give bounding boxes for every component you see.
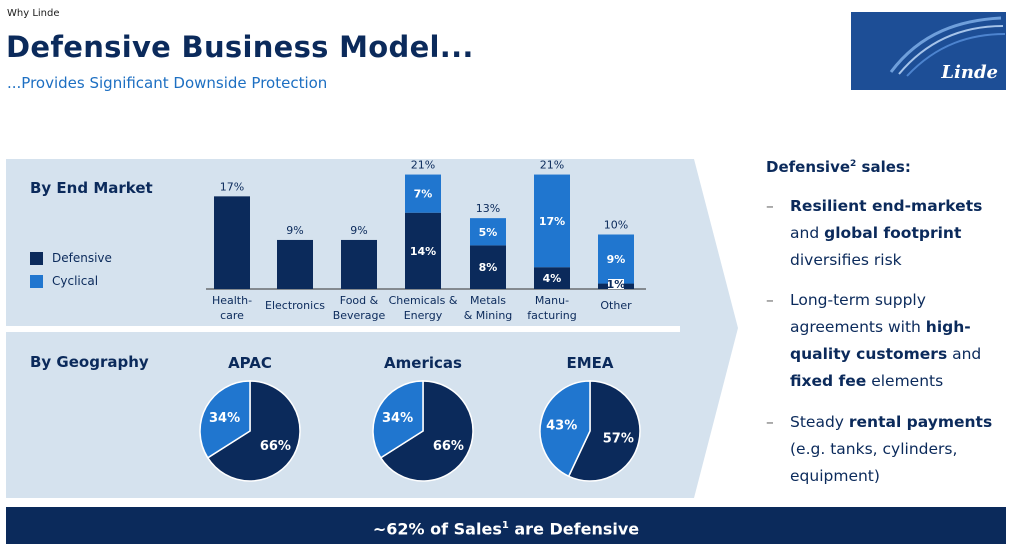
- geography-pie-charts: APAC 66% 34% Americas 66% 34% EMEA 57% 43%: [199, 354, 641, 482]
- category-tick-label: Food & Beverage: [333, 294, 386, 322]
- bullet-text: Resilient end-markets and global footpri…: [790, 193, 1000, 274]
- pie-slice-cyclical: [539, 380, 591, 478]
- bullet-dash: –: [766, 197, 774, 215]
- pie-title: EMEA: [566, 354, 613, 372]
- category-tick-label: Electronics: [265, 299, 325, 312]
- category-tick-label: Chemicals & Energy: [389, 294, 458, 322]
- bar-cyclical: [470, 218, 506, 246]
- pie-slice-label: 66%: [433, 439, 464, 454]
- bullet-plain-text: elements: [866, 372, 944, 390]
- bullet-bold-text: high-quality customers: [790, 318, 971, 363]
- bar-defensive: [534, 267, 570, 289]
- data-label-cyclical: 9%: [607, 253, 626, 266]
- category-tick-label: Other: [600, 299, 632, 312]
- total-label: 10%: [604, 219, 628, 232]
- category-tick-label: Metals & Mining: [464, 294, 513, 322]
- defensive-sales-title: Defensive2 sales:: [766, 158, 911, 176]
- total-label: 9%: [286, 224, 303, 237]
- defensive-sales-title-tail: sales:: [856, 158, 911, 176]
- pie-slice-label: 66%: [260, 439, 291, 454]
- bullet-bold-text: Resilient end-markets: [790, 197, 983, 215]
- bar-defensive: [214, 196, 250, 289]
- linde-logo: Linde: [851, 12, 1006, 90]
- bullet-dash: –: [766, 413, 774, 431]
- bullet-bold-text: global footprint: [824, 224, 962, 242]
- page-subtitle: ...Provides Significant Downside Protect…: [7, 74, 328, 92]
- bar-cyclical: [598, 234, 634, 284]
- end-market-bar-chart: 17% Health-care 9% Electronics 9% Food & Bever…: [206, 159, 646, 322]
- pie-slice-label: 34%: [209, 411, 240, 426]
- footnote-1: 1: [501, 520, 509, 531]
- legend-cyclical-swatch: [30, 274, 43, 288]
- bullet-text: Long-term supply agreements with high-qu…: [790, 287, 1000, 395]
- footnote-2: 2: [850, 159, 857, 169]
- total-label: 9%: [350, 224, 367, 237]
- pie-slice-label: 57%: [603, 431, 634, 446]
- logo-swoosh-icon: [889, 16, 1006, 77]
- legend-cyclical-label: Cyclical: [52, 274, 99, 288]
- bullet-plain-text: (e.g. tanks, cylinders, equipment): [790, 440, 958, 485]
- category-tick-label: Manu-facturing: [527, 294, 576, 322]
- bullet-plain-text: and: [947, 345, 982, 363]
- defensive-sales-title-text: Defensive: [766, 158, 851, 176]
- pie-slice-defensive: [206, 380, 301, 482]
- bar-defensive: [405, 212, 441, 289]
- bullet-plain-text: Steady: [790, 413, 849, 431]
- pie-slice-cyclical: [199, 380, 251, 459]
- data-label-defensive: 14%: [410, 245, 436, 258]
- data-label-cyclical: 7%: [414, 188, 433, 201]
- bar-defensive: [277, 239, 313, 289]
- legend-cyclical: Cyclical: [30, 274, 98, 288]
- data-label-background: [608, 279, 624, 289]
- logo-wordmark: Linde: [941, 62, 998, 83]
- legend-defensive-label: Defensive: [52, 251, 112, 265]
- bullet-bold-text: rental payments: [848, 413, 993, 431]
- total-label: 21%: [540, 159, 564, 172]
- geography-title: By Geography: [30, 353, 149, 371]
- pie-slice-label: 43%: [546, 419, 577, 434]
- data-label-defensive: 1%: [607, 278, 626, 291]
- pie-title: APAC: [228, 354, 272, 372]
- category-tick-label: Health-care: [212, 294, 252, 322]
- bar-cyclical: [534, 174, 570, 268]
- bar-cyclical: [405, 174, 441, 213]
- defensive-sales-banner: ~62% of Sales1 are Defensive: [6, 507, 1006, 544]
- bullet-plain-text: Long-term supply agreements with: [790, 291, 926, 336]
- legend-defensive: Defensive: [30, 251, 112, 265]
- pie-slice-defensive: [379, 380, 474, 482]
- data-label-defensive: 8%: [479, 261, 498, 274]
- data-label-defensive: 4%: [543, 272, 562, 285]
- chevron-right-icon: [680, 159, 738, 498]
- total-label: 21%: [411, 159, 435, 172]
- bullet-plain-text: diversifies risk: [790, 251, 902, 269]
- bar-defensive: [341, 239, 377, 289]
- pie-title: Americas: [384, 354, 462, 372]
- end-market-title: By End Market: [30, 179, 153, 197]
- pie-slice-label: 34%: [382, 411, 413, 426]
- bullet-dash: –: [766, 291, 774, 309]
- banner-text-pre: ~62% of Sales: [372, 519, 502, 539]
- total-label: 13%: [476, 202, 500, 215]
- page-title: Defensive Business Model...: [6, 30, 474, 64]
- legend-defensive-swatch: [30, 251, 43, 265]
- banner-text-post: are Defensive: [508, 519, 640, 539]
- breadcrumb: Why Linde: [7, 8, 60, 19]
- bullet-text: Steady rental payments (e.g. tanks, cyli…: [790, 409, 1000, 490]
- pie-slice-cyclical: [372, 380, 424, 459]
- bullet-bold-text: fixed fee: [790, 372, 867, 390]
- bullet-plain-text: and: [790, 224, 825, 242]
- data-label-cyclical: 17%: [539, 215, 565, 228]
- bar-defensive: [470, 245, 506, 289]
- pie-slice-defensive: [567, 380, 641, 482]
- data-label-cyclical: 5%: [479, 226, 498, 239]
- total-label: 17%: [220, 180, 244, 193]
